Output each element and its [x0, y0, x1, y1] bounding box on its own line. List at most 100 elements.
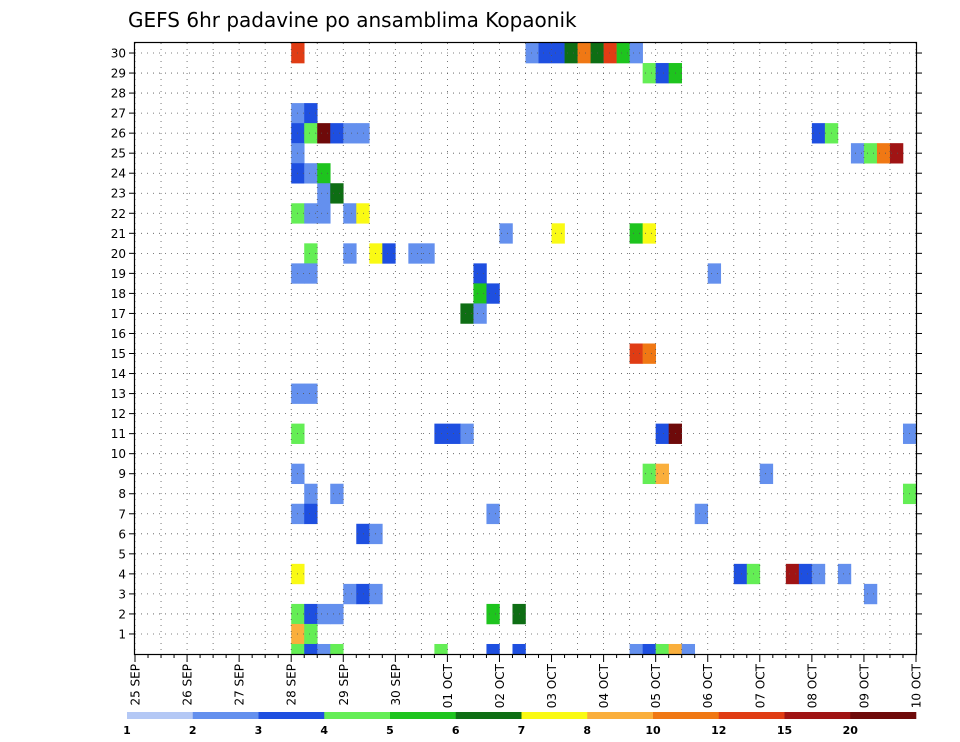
- heatmap-cell: [486, 283, 500, 304]
- heatmap-cell: [863, 583, 878, 605]
- heatmap-cell: [785, 563, 800, 585]
- colorbar-label: 10: [645, 724, 661, 737]
- heatmap-cell: [356, 583, 370, 605]
- y-tick-label: 21: [111, 227, 126, 241]
- heatmap-cell: [499, 223, 513, 244]
- heatmap-cell: [512, 643, 526, 655]
- heatmap-cell: [733, 563, 748, 585]
- heatmap-cell: [642, 343, 656, 364]
- x-tick-label: 02 OCT: [493, 663, 507, 708]
- heatmap-cell: [460, 303, 474, 324]
- heatmap-cell: [551, 223, 565, 244]
- heatmap-cell: [642, 63, 656, 84]
- heatmap-cell: [655, 643, 669, 655]
- heatmap-cell: [408, 243, 422, 264]
- plot-frame: [133, 41, 918, 656]
- y-tick-label: 6: [118, 527, 126, 541]
- x-tick-label: 01 OCT: [441, 663, 455, 708]
- heatmap-cell: [486, 603, 500, 625]
- heatmap-cell: [304, 163, 318, 184]
- y-tick-label: 12: [111, 407, 126, 421]
- colorbar-label: 15: [777, 724, 792, 737]
- colorbar-label: 8: [583, 724, 591, 737]
- heatmap-cell: [798, 563, 813, 585]
- heatmap-cell: [837, 563, 852, 585]
- x-tick-label: 29 SEP: [337, 664, 351, 706]
- y-tick-label: 15: [111, 347, 126, 361]
- heatmap-cell: [304, 383, 318, 404]
- heatmap-cell: [317, 643, 331, 655]
- heatmap-cell: [707, 263, 722, 284]
- x-tick-label: 06 OCT: [701, 663, 715, 708]
- heatmap-cell: [343, 123, 357, 144]
- gridlines: [134, 43, 917, 654]
- heatmap-cell: [343, 583, 357, 605]
- heatmap-cell: [629, 223, 643, 244]
- y-tick-label: 5: [118, 547, 126, 561]
- colorbar-swatch: [390, 712, 457, 719]
- y-tick-label: 18: [111, 287, 126, 301]
- heatmap-cell: [343, 243, 357, 264]
- heatmap-cell: [304, 203, 318, 224]
- colorbar-swatch: [587, 712, 654, 719]
- colorbar-swatch: [784, 712, 851, 719]
- heatmap-cell: [681, 643, 696, 655]
- y-tick-label: 4: [118, 567, 126, 581]
- heatmap-cell: [330, 183, 344, 204]
- y-tick-label: 25: [111, 147, 126, 161]
- x-tick-label: 04 OCT: [597, 663, 611, 708]
- heatmap-cell: [668, 643, 682, 655]
- heatmap-cell: [382, 243, 396, 264]
- colorbar-label: 3: [255, 724, 263, 737]
- colorbar-swatch: [324, 712, 391, 719]
- y-tick-label: 2: [118, 607, 126, 621]
- heatmap-cell: [343, 203, 357, 224]
- heatmap-cell: [759, 463, 774, 485]
- y-tick-label: 11: [111, 427, 126, 441]
- colorbar-swatch: [192, 712, 259, 719]
- heatmap-cell: [304, 623, 318, 645]
- x-tick-label: 10 OCT: [910, 663, 924, 708]
- heatmap-cell: [473, 263, 487, 284]
- heatmap-cell: [304, 603, 318, 625]
- y-tick-label: 28: [111, 87, 126, 101]
- heatmap-cells: [291, 43, 917, 655]
- chart-title: GEFS 6hr padavine po ansamblima Kopaonik: [128, 8, 577, 32]
- heatmap-cell: [889, 143, 904, 164]
- y-tick-label: 3: [118, 587, 126, 601]
- heatmap-cell: [304, 123, 318, 144]
- colorbar-label: 6: [452, 724, 460, 737]
- heatmap-cell: [642, 643, 656, 655]
- heatmap-cell: [304, 483, 318, 505]
- y-tick-label: 7: [118, 507, 126, 521]
- heatmap-cell: [629, 43, 643, 64]
- heatmap-cell: [655, 423, 669, 444]
- x-tick-label: 09 OCT: [857, 663, 871, 708]
- heatmap-cell: [317, 603, 331, 625]
- heatmap-cell: [317, 203, 331, 224]
- heatmap-cell: [421, 243, 435, 264]
- x-axis: 25 SEP 26 SEP 27 SEP 28 SEP 29 SEP 30 SEP 01 O…: [129, 654, 924, 708]
- heatmap-cell: [551, 43, 565, 64]
- heatmap-cell: [655, 63, 669, 84]
- colorbar-swatch: [718, 712, 785, 719]
- heatmap-cell: [603, 43, 617, 64]
- heatmap-cell: [629, 343, 643, 364]
- heatmap-cell: [447, 423, 461, 444]
- heatmap-cell: [616, 43, 630, 64]
- y-tick-label: 29: [111, 67, 126, 81]
- heatmap-cell: [304, 243, 318, 264]
- x-tick-label: 08 OCT: [805, 663, 819, 708]
- heatmap-cell: [330, 483, 344, 505]
- heatmap-cell: [642, 223, 656, 244]
- x-tick-label: 07 OCT: [753, 663, 767, 708]
- heatmap-cell: [330, 123, 344, 144]
- heatmap-cell: [564, 43, 578, 64]
- colorbar-label: 4: [320, 724, 328, 737]
- x-tick-label: 28 SEP: [285, 664, 299, 706]
- y-tick-label: 22: [111, 207, 126, 221]
- heatmap-cell: [434, 643, 448, 655]
- y-tick-label: 23: [111, 187, 126, 201]
- y-tick-label: 8: [118, 487, 126, 501]
- x-tick-label: 27 SEP: [233, 664, 247, 706]
